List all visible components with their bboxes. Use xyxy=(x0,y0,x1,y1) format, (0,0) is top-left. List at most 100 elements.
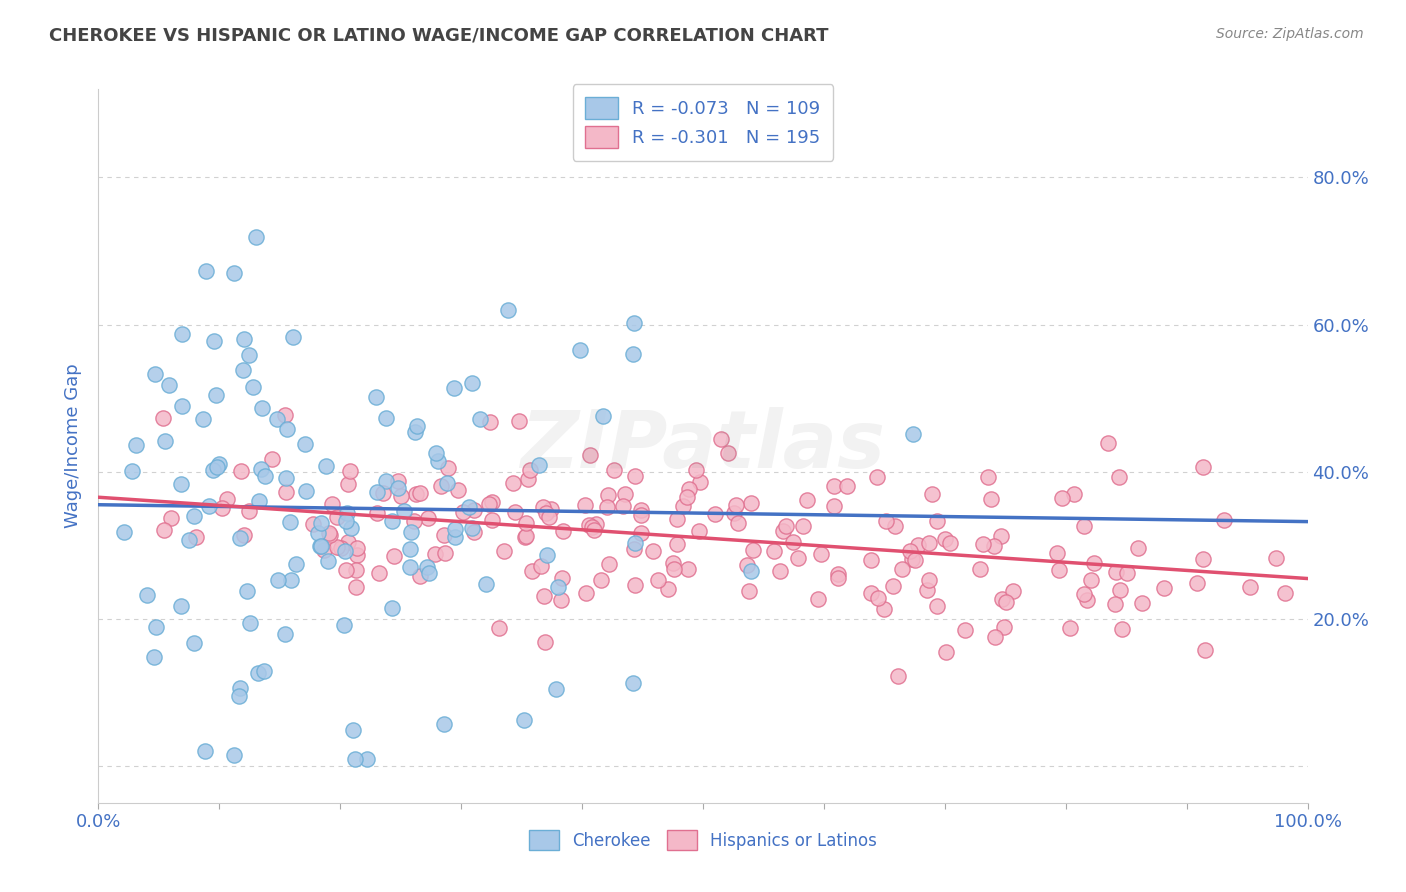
Point xyxy=(340,521,363,535)
Point xyxy=(873,602,896,616)
Point xyxy=(907,538,929,552)
Point xyxy=(935,645,957,659)
Point xyxy=(624,469,647,483)
Point xyxy=(481,495,503,509)
Point xyxy=(463,503,485,517)
Point xyxy=(143,650,166,665)
Point xyxy=(478,498,501,512)
Point xyxy=(492,544,515,558)
Point xyxy=(1104,565,1126,579)
Point xyxy=(685,463,707,477)
Point xyxy=(592,409,614,424)
Point xyxy=(276,471,298,485)
Point xyxy=(443,530,465,544)
Point xyxy=(274,408,297,422)
Point xyxy=(612,500,634,514)
Point xyxy=(882,579,904,593)
Point xyxy=(461,521,484,535)
Point xyxy=(623,541,645,556)
Point xyxy=(875,514,897,528)
Point xyxy=(136,588,159,602)
Point xyxy=(898,544,921,558)
Point xyxy=(735,558,758,573)
Point xyxy=(202,463,225,477)
Point xyxy=(710,432,733,446)
Point xyxy=(533,590,555,604)
Point xyxy=(624,577,647,591)
Point xyxy=(145,367,167,381)
Point xyxy=(281,330,304,344)
Point xyxy=(398,560,420,574)
Point xyxy=(231,363,253,377)
Point xyxy=(453,505,475,519)
Point xyxy=(574,498,596,512)
Point xyxy=(643,543,665,558)
Point xyxy=(827,571,849,585)
Point xyxy=(536,548,558,562)
Point xyxy=(796,492,818,507)
Point xyxy=(387,481,409,495)
Point xyxy=(621,676,644,690)
Point xyxy=(280,573,302,587)
Point xyxy=(183,636,205,650)
Point xyxy=(666,536,689,550)
Point xyxy=(508,414,530,428)
Point xyxy=(222,266,245,280)
Point xyxy=(859,586,882,600)
Point xyxy=(309,516,332,530)
Point xyxy=(990,529,1012,543)
Point xyxy=(1192,459,1215,474)
Point xyxy=(335,514,357,528)
Point xyxy=(447,483,470,497)
Point xyxy=(569,343,592,357)
Point xyxy=(925,599,948,613)
Point xyxy=(827,566,849,581)
Point xyxy=(479,415,502,429)
Point xyxy=(302,516,325,531)
Point xyxy=(534,634,557,648)
Point xyxy=(589,574,612,588)
Point xyxy=(1185,576,1208,591)
Point xyxy=(938,536,960,550)
Point xyxy=(267,573,290,587)
Point xyxy=(416,559,439,574)
Point xyxy=(740,496,762,510)
Point xyxy=(409,569,432,583)
Point xyxy=(205,460,228,475)
Point xyxy=(792,519,814,533)
Point xyxy=(630,525,652,540)
Point xyxy=(598,558,620,572)
Point xyxy=(274,485,297,500)
Point xyxy=(309,539,332,553)
Point xyxy=(515,516,537,530)
Point xyxy=(1001,584,1024,599)
Point xyxy=(550,571,572,585)
Point xyxy=(614,487,637,501)
Point xyxy=(1080,574,1102,588)
Point xyxy=(253,664,276,678)
Point xyxy=(404,425,426,439)
Point xyxy=(239,615,262,630)
Point xyxy=(314,543,336,558)
Point xyxy=(995,595,1018,609)
Point xyxy=(159,511,181,525)
Point xyxy=(238,348,260,362)
Point xyxy=(823,499,845,513)
Point xyxy=(534,507,557,521)
Point xyxy=(1239,580,1261,594)
Point xyxy=(823,478,845,492)
Point xyxy=(1111,623,1133,637)
Point xyxy=(461,376,484,390)
Point xyxy=(228,689,250,703)
Point xyxy=(925,514,948,528)
Point xyxy=(515,529,537,543)
Point xyxy=(242,379,264,393)
Point xyxy=(433,528,456,542)
Point xyxy=(676,491,699,505)
Legend: Cherokee, Hispanics or Latinos: Cherokee, Hispanics or Latinos xyxy=(520,822,886,859)
Point xyxy=(371,486,394,500)
Point xyxy=(742,543,765,558)
Point xyxy=(229,532,252,546)
Point xyxy=(488,621,510,635)
Point xyxy=(170,476,193,491)
